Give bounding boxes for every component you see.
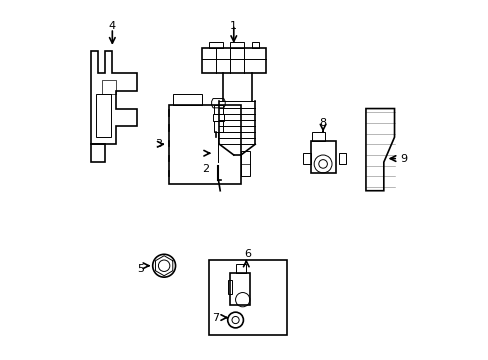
Bar (167, 109, 169, 116)
Bar (102, 80, 116, 94)
Bar (228, 280, 231, 294)
Text: 8: 8 (319, 118, 326, 128)
Bar (96, 94, 110, 137)
Bar (201, 48, 265, 73)
Text: 6: 6 (244, 249, 251, 258)
Bar (339, 153, 346, 164)
Bar (167, 140, 169, 146)
Bar (167, 125, 169, 131)
Bar (167, 155, 169, 161)
Bar (213, 114, 224, 121)
Bar (312, 132, 324, 141)
Bar (208, 260, 287, 336)
Bar (173, 94, 201, 105)
Bar (310, 141, 335, 173)
Bar (208, 42, 223, 48)
Bar (169, 105, 241, 184)
Bar (235, 264, 246, 273)
Text: 9: 9 (399, 154, 406, 163)
Text: 4: 4 (108, 21, 116, 31)
Bar (214, 121, 223, 132)
Bar (230, 273, 249, 305)
Text: 5: 5 (137, 264, 144, 274)
Bar (167, 170, 169, 176)
Text: 1: 1 (230, 21, 237, 31)
Bar (213, 105, 222, 114)
Text: 3: 3 (155, 139, 162, 149)
Bar (303, 153, 310, 164)
Bar (241, 152, 249, 176)
Bar (230, 42, 244, 48)
Text: 7: 7 (212, 312, 219, 323)
Text: 2: 2 (201, 164, 208, 174)
Bar (251, 42, 258, 48)
